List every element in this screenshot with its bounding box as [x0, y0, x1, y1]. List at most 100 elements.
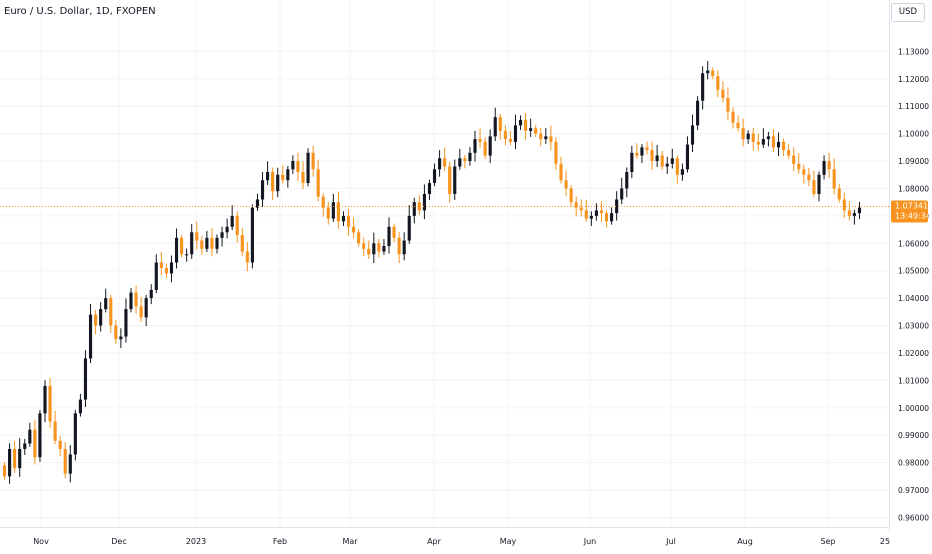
candle-body [250, 207, 254, 263]
candle-body [675, 158, 679, 175]
candle [594, 203, 598, 221]
candle-body [119, 336, 123, 340]
candle [438, 150, 442, 177]
candle [625, 167, 629, 198]
candle-body [144, 298, 148, 318]
candle-body [296, 161, 300, 173]
candle [544, 128, 548, 144]
candle [2, 462, 7, 480]
candle [610, 207, 614, 225]
price-axis[interactable]: 0.96000 0.97000 0.98000 0.99000 1.00000 1.010… [898, 47, 929, 522]
last-price-label: 1.07341 13:49:34 [891, 200, 931, 223]
candle [402, 232, 406, 261]
candle [554, 137, 558, 170]
candle [534, 124, 538, 137]
candle [210, 228, 214, 257]
candle [422, 184, 426, 220]
candle-body [569, 188, 573, 203]
y-tick-label: 1.08000 [898, 184, 929, 193]
candle [660, 151, 664, 170]
candle [331, 193, 335, 222]
candle [731, 107, 735, 129]
candle-body [706, 70, 710, 74]
candle [817, 171, 821, 202]
candle-body [407, 215, 411, 241]
candle-body [357, 232, 361, 244]
candle [837, 183, 841, 203]
candle [240, 228, 244, 257]
candle [483, 137, 487, 159]
candle-body [73, 413, 77, 455]
candle [701, 66, 705, 110]
candle-body [63, 448, 67, 474]
candle-body [230, 215, 234, 227]
candle [23, 438, 27, 455]
y-tick-label: 0.99000 [898, 431, 929, 440]
x-tick-label: Aug [737, 537, 753, 546]
candle-body [827, 161, 831, 170]
candle [326, 201, 330, 225]
candle-body [756, 141, 760, 145]
candle-body [807, 174, 811, 181]
candle [387, 217, 391, 254]
candle-body [716, 76, 720, 90]
candle [58, 436, 62, 457]
time-axis[interactable]: Nov Dec 2023 Feb Mar Apr May Jun Jul Aug Sep 25 [33, 537, 890, 546]
candle [205, 230, 209, 253]
candle-body [215, 237, 219, 249]
candle-body [124, 309, 128, 337]
candle [513, 114, 518, 150]
candle [250, 204, 254, 269]
candle [448, 161, 452, 203]
x-tick-label: Nov [33, 537, 49, 546]
candle [670, 148, 674, 169]
candle-body [736, 122, 740, 129]
candle-body [503, 130, 507, 140]
candle [711, 67, 715, 80]
candle [397, 232, 401, 264]
candle-body [746, 133, 750, 140]
candle [706, 61, 710, 80]
candle [787, 144, 791, 159]
candle [675, 155, 679, 184]
candle-body [33, 429, 37, 458]
candle-body [311, 152, 315, 170]
candle [776, 132, 781, 157]
candle-body [478, 139, 482, 142]
candle-body [134, 292, 138, 307]
y-tick-label: 1.10000 [898, 130, 929, 139]
candle-body [584, 210, 588, 219]
candle [8, 443, 12, 484]
candle [346, 208, 351, 236]
candle [13, 440, 17, 473]
currency-button[interactable]: USD [891, 3, 925, 22]
candle-body [301, 172, 305, 183]
candle [139, 296, 143, 322]
candle [286, 165, 290, 188]
candle-body [463, 158, 467, 162]
candle-body [164, 267, 168, 274]
candle-body [195, 232, 199, 241]
candle-body [352, 226, 356, 233]
candle-body [392, 226, 396, 238]
candle-body [604, 213, 609, 222]
candle-body [367, 248, 371, 255]
candle [726, 87, 730, 121]
candle-body [625, 172, 629, 189]
candle-body [443, 158, 447, 167]
candle [493, 107, 497, 142]
candle [822, 155, 826, 180]
candle-body [458, 158, 462, 167]
candle-body [336, 202, 340, 222]
candle [372, 232, 376, 264]
candle-body [397, 237, 401, 255]
y-tick-label: 0.97000 [898, 486, 929, 495]
candle-body [255, 199, 260, 208]
candle-body [402, 240, 406, 255]
candle [716, 70, 720, 98]
candle [407, 205, 411, 244]
candle [124, 298, 128, 343]
candle-body [513, 125, 518, 142]
candle [761, 128, 765, 148]
